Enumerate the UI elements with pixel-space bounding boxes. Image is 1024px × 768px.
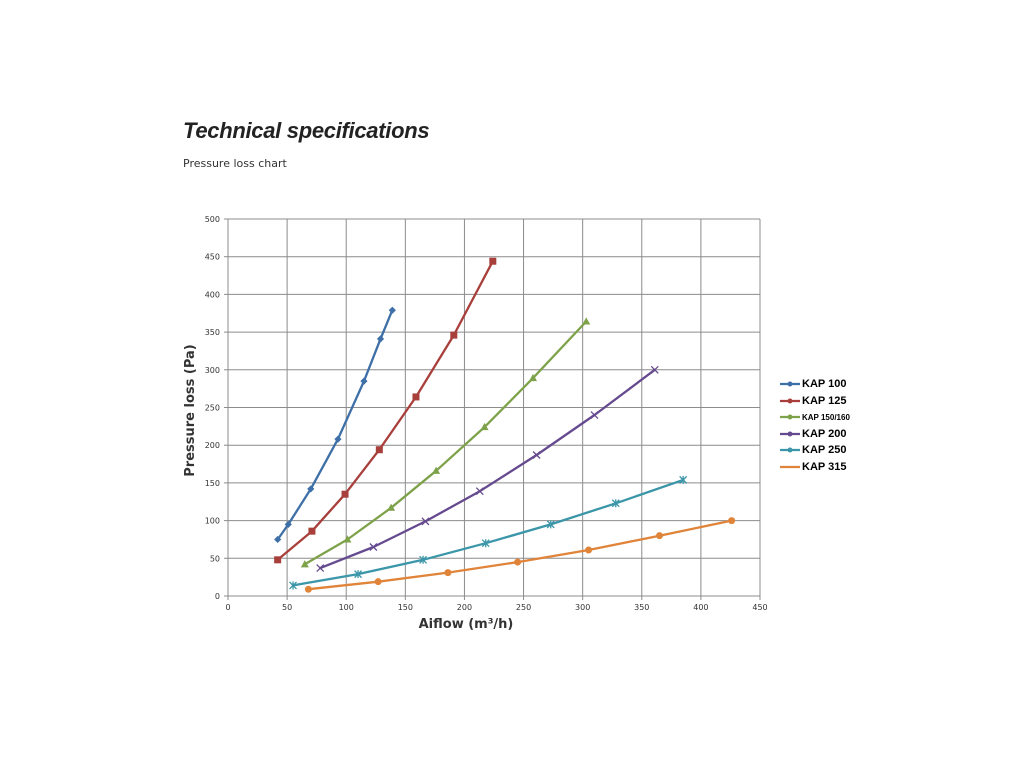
- y-tick-label: 100: [205, 517, 220, 526]
- data-point-kap-125: [274, 556, 282, 564]
- legend-label: KAP 150/160: [802, 412, 850, 422]
- page-title: Technical specifications: [183, 118, 430, 143]
- x-tick-label: 150: [398, 603, 413, 612]
- data-point-kap-200: [532, 451, 541, 459]
- data-point-kap-200: [475, 487, 484, 496]
- series-line-kap-315: [307, 519, 733, 591]
- data-point-kap-150-160: [432, 466, 441, 474]
- legend-label: KAP 100: [802, 378, 847, 391]
- data-point-kap-315: [728, 517, 736, 525]
- y-tick-label: 300: [205, 366, 220, 375]
- legend-label: KAP 200: [802, 427, 847, 440]
- data-point-kap-100: [284, 520, 292, 528]
- legend-swatch-kap-315: [780, 465, 800, 468]
- legend-item-kap-150-160: KAP 150/160: [780, 409, 850, 426]
- x-tick-label: 250: [516, 603, 531, 612]
- x-tick-label: 50: [282, 603, 292, 612]
- page-subtitle: Pressure loss chart: [183, 157, 287, 170]
- data-point-kap-250: [289, 581, 297, 590]
- data-point-kap-150-160: [300, 560, 309, 568]
- data-point-kap-100: [376, 335, 385, 343]
- data-point-kap-100: [388, 306, 396, 314]
- chart-legend: KAP 100 KAP 125 KAP 150/160 KAP 200 KAP 250 K…: [780, 376, 850, 475]
- legend-label: KAP 315: [802, 460, 847, 473]
- data-point-kap-315: [304, 585, 312, 593]
- data-point-kap-315: [656, 532, 664, 540]
- data-point-kap-150-160: [343, 535, 352, 543]
- y-tick-label: 150: [205, 479, 220, 488]
- data-point-kap-100: [334, 435, 342, 443]
- data-point-kap-100: [274, 535, 282, 544]
- data-point-kap-200: [421, 517, 430, 526]
- data-point-kap-250: [481, 539, 490, 548]
- y-tick-label: 200: [205, 441, 220, 450]
- y-axis-title: Pressure loss (Pa): [183, 344, 198, 476]
- legend-item-kap-250: KAP 250: [780, 442, 850, 459]
- data-point-kap-315: [514, 558, 522, 566]
- legend-item-kap-125: KAP 125: [780, 393, 850, 410]
- data-point-kap-200: [316, 564, 325, 573]
- x-tick-label: 350: [634, 603, 649, 612]
- legend-label: KAP 250: [802, 444, 847, 457]
- data-point-kap-150-160: [582, 317, 591, 325]
- series-line-kap-125: [276, 260, 494, 561]
- y-tick-label: 50: [210, 554, 220, 563]
- series-line-kap-200: [319, 368, 656, 570]
- data-point-kap-250: [419, 555, 428, 564]
- series-line-kap-250: [291, 478, 685, 587]
- data-point-kap-315: [585, 546, 593, 554]
- x-axis-title: Aiflow (m³/h): [419, 617, 514, 632]
- data-point-kap-150-160: [480, 422, 489, 431]
- x-tick-label: 0: [225, 603, 230, 612]
- data-point-kap-125: [412, 393, 420, 401]
- data-point-kap-250: [679, 475, 688, 484]
- legend-swatch-kap-200: [780, 431, 800, 437]
- data-point-kap-200: [650, 365, 659, 374]
- data-point-kap-250: [611, 499, 620, 508]
- legend-swatch-kap-125: [780, 398, 800, 404]
- legend-label: KAP 125: [802, 394, 847, 407]
- y-tick-label: 500: [205, 215, 220, 224]
- legend-item-kap-200: KAP 200: [780, 426, 850, 443]
- data-point-kap-200: [590, 411, 599, 419]
- legend-swatch-kap-250: [780, 447, 800, 453]
- data-point-kap-125: [341, 490, 349, 498]
- x-tick-label: 400: [693, 603, 708, 612]
- x-tick-label: 450: [752, 603, 767, 612]
- legend-item-kap-100: KAP 100: [780, 376, 850, 393]
- data-point-kap-125: [308, 527, 316, 535]
- data-point-kap-315: [444, 569, 452, 577]
- y-tick-label: 250: [205, 404, 220, 413]
- data-point-kap-125: [450, 331, 458, 339]
- data-point-kap-150-160: [387, 503, 396, 511]
- y-tick-label: 450: [205, 253, 220, 262]
- data-point-kap-100: [307, 485, 315, 493]
- x-tick-label: 100: [339, 603, 354, 612]
- data-point-kap-150-160: [529, 373, 538, 382]
- data-point-kap-250: [546, 520, 555, 529]
- legend-swatch-kap-150-160: [780, 414, 800, 420]
- legend-swatch-kap-100: [780, 381, 800, 387]
- y-tick-label: 0: [215, 592, 220, 601]
- data-point-kap-315: [374, 578, 382, 586]
- data-point-kap-125: [375, 446, 383, 454]
- y-tick-label: 350: [205, 328, 220, 337]
- data-point-kap-125: [489, 257, 497, 265]
- data-point-kap-250: [354, 570, 363, 579]
- data-point-kap-200: [369, 543, 378, 551]
- series-line-kap-150-160: [303, 320, 588, 566]
- y-tick-label: 400: [205, 290, 220, 299]
- x-tick-label: 300: [575, 603, 590, 612]
- data-point-kap-100: [360, 377, 368, 385]
- x-tick-label: 200: [457, 603, 472, 612]
- legend-item-kap-315: KAP 315: [780, 459, 850, 476]
